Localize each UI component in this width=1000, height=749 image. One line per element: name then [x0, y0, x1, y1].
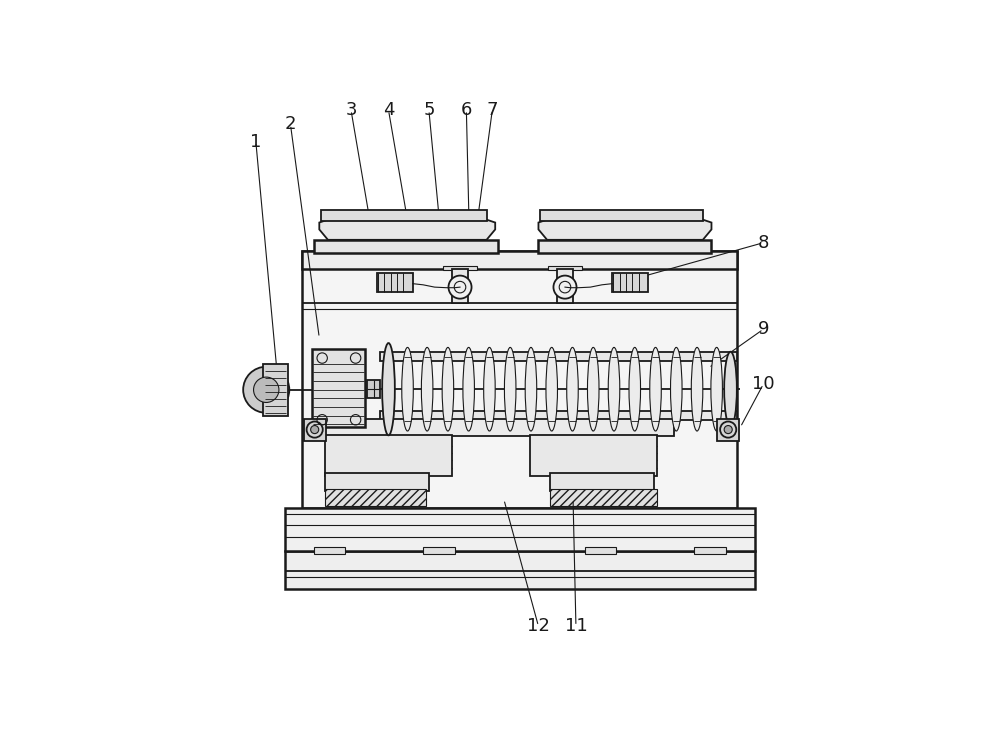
Ellipse shape [671, 348, 682, 431]
Text: 9: 9 [758, 321, 769, 339]
Bar [325, 489, 426, 506]
Bar [548, 267, 582, 270]
Bar [380, 352, 737, 361]
Polygon shape [538, 219, 711, 240]
Ellipse shape [402, 348, 413, 431]
Bar [550, 489, 657, 506]
Bar [377, 273, 413, 292]
Ellipse shape [567, 348, 578, 431]
Circle shape [311, 425, 319, 434]
Bar [285, 508, 755, 551]
Bar [367, 380, 380, 398]
Bar [717, 419, 739, 440]
Text: 7: 7 [487, 101, 498, 119]
Text: 6: 6 [461, 101, 472, 119]
Ellipse shape [711, 348, 722, 431]
Bar [550, 473, 654, 491]
Bar [585, 548, 616, 554]
Ellipse shape [525, 348, 537, 431]
Bar [380, 411, 737, 419]
Bar [302, 252, 737, 508]
Bar [312, 349, 365, 427]
Bar [314, 240, 498, 252]
Bar [314, 419, 674, 436]
Bar [423, 548, 455, 554]
Bar [285, 551, 755, 589]
Ellipse shape [382, 343, 395, 435]
Bar [530, 434, 657, 476]
Ellipse shape [629, 348, 641, 431]
Ellipse shape [442, 348, 454, 431]
Ellipse shape [587, 348, 599, 431]
Ellipse shape [691, 348, 703, 431]
Ellipse shape [724, 352, 737, 427]
Bar [694, 548, 726, 554]
Text: 2: 2 [285, 115, 296, 133]
Circle shape [724, 425, 732, 434]
Ellipse shape [546, 348, 557, 431]
Bar [325, 473, 429, 491]
Text: 3: 3 [345, 101, 357, 119]
Text: 5: 5 [423, 101, 435, 119]
Bar [538, 240, 711, 252]
Bar [452, 269, 468, 303]
Bar [557, 269, 573, 303]
Ellipse shape [504, 348, 516, 431]
Ellipse shape [608, 348, 620, 431]
Text: 12: 12 [527, 617, 550, 635]
Ellipse shape [484, 348, 495, 431]
Circle shape [243, 367, 289, 413]
Ellipse shape [463, 348, 474, 431]
Text: 10: 10 [752, 375, 775, 393]
Text: 4: 4 [383, 101, 394, 119]
Bar [263, 364, 288, 416]
Bar [443, 267, 477, 270]
Text: 11: 11 [565, 617, 587, 635]
Circle shape [254, 377, 279, 402]
Polygon shape [319, 219, 495, 240]
Bar [302, 252, 737, 269]
Circle shape [448, 276, 472, 299]
Bar [612, 273, 648, 292]
Ellipse shape [650, 348, 661, 431]
Bar [325, 434, 452, 476]
Bar [304, 419, 326, 440]
Text: 8: 8 [758, 234, 769, 252]
Ellipse shape [421, 348, 433, 431]
Circle shape [553, 276, 577, 299]
Bar [314, 548, 345, 554]
Bar [540, 210, 703, 222]
Text: 1: 1 [250, 133, 262, 151]
Bar [321, 210, 487, 222]
